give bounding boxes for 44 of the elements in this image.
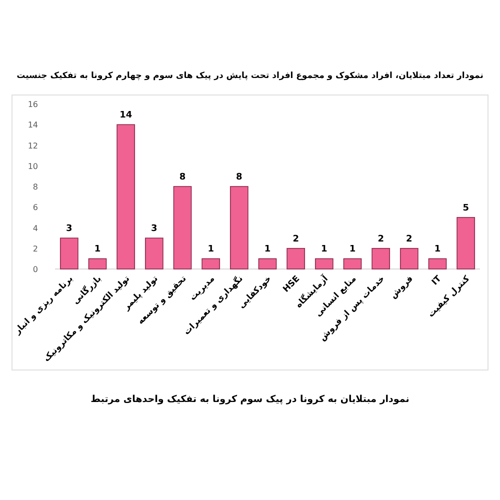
data-label: 3 — [151, 224, 158, 234]
y-tick-label: 2 — [32, 244, 38, 254]
y-tick-label: 0 — [32, 265, 38, 274]
y-tick-label: 16 — [28, 100, 38, 109]
y-tick-label: 6 — [32, 203, 38, 212]
data-label: 2 — [378, 234, 384, 244]
data-label: 3 — [66, 224, 72, 234]
bar — [314, 258, 334, 270]
data-label: 8 — [236, 172, 242, 182]
y-tick-label: 12 — [28, 141, 38, 150]
x-tick-label: فروش — [388, 274, 416, 301]
data-label: 5 — [462, 203, 469, 214]
bar — [428, 258, 447, 270]
bar — [116, 124, 136, 270]
bar — [343, 258, 362, 270]
bar — [400, 248, 418, 270]
data-label: 2 — [292, 234, 299, 244]
data-label: 2 — [406, 234, 412, 244]
bar — [60, 238, 78, 270]
data-label: 8 — [179, 172, 186, 182]
data-label: 1 — [321, 244, 328, 255]
y-tick-label: 10 — [28, 162, 38, 171]
data-label: 14 — [120, 110, 132, 121]
bar — [173, 186, 192, 270]
bar — [144, 238, 164, 270]
data-label: 1 — [94, 244, 101, 255]
bar — [88, 258, 107, 270]
data-label: 1 — [208, 244, 214, 255]
x-tick-label: مدیریت — [188, 274, 217, 303]
bar — [258, 258, 277, 270]
y-tick-label: 4 — [32, 224, 38, 233]
data-label: 1 — [434, 244, 441, 255]
y-tick-label: 8 — [32, 182, 38, 192]
data-label: 1 — [349, 244, 356, 255]
bar — [202, 258, 220, 270]
y-tick-label: 14 — [28, 120, 38, 130]
bar — [372, 248, 390, 270]
text: نمودار مبتلایان به کرونا در پیک سوم کرونا به تفکیک واحدهای مرتبط — [90, 394, 410, 405]
bar — [456, 217, 476, 270]
x-tick-label: IT — [430, 274, 444, 288]
data-label: 1 — [264, 244, 271, 255]
bar — [286, 248, 306, 270]
bar — [230, 186, 248, 270]
chart-title: نمودار تعداد مبتلایان، افراد مشکوک و مجموع افراد تحت پایش در پیک های سوم و چهارم کرونا به تفکیک جنسیت — [16, 71, 484, 81]
